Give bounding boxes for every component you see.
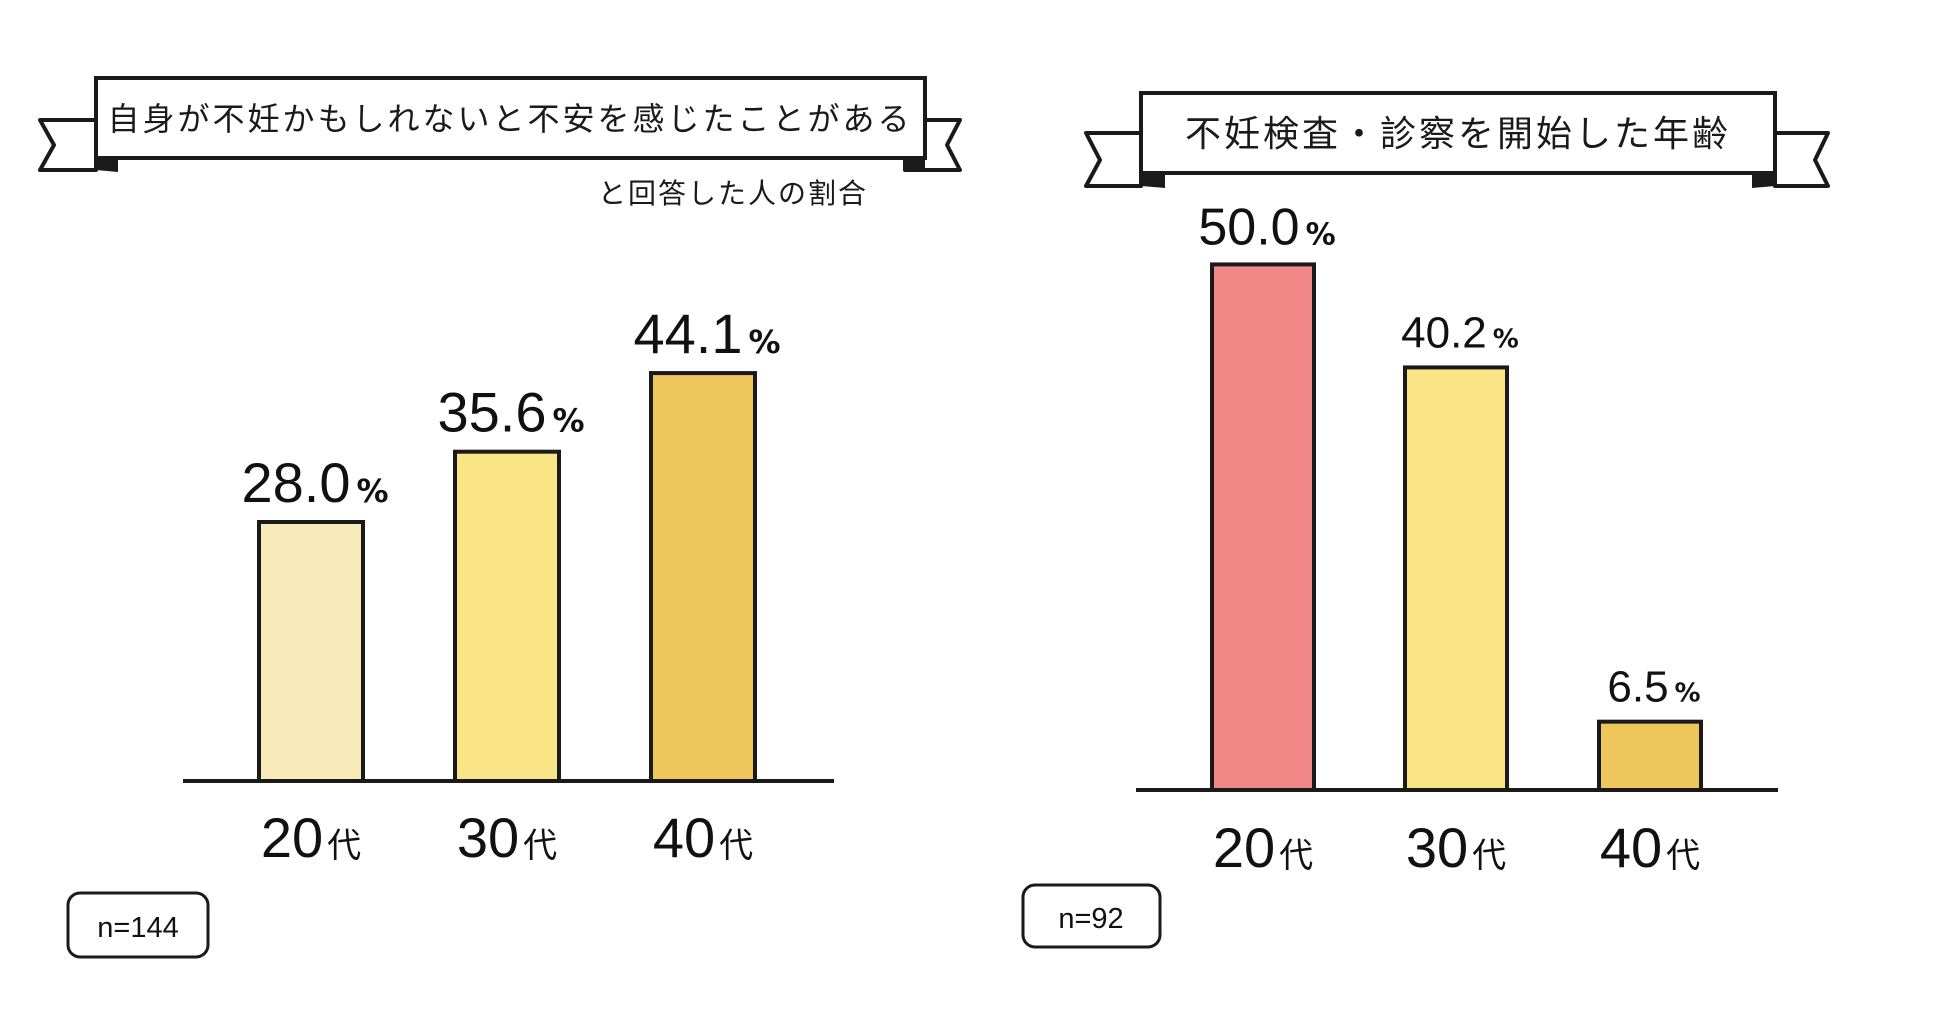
right-bar-30s xyxy=(1403,365,1509,792)
left-category-label-40s: 40 代 xyxy=(653,806,753,869)
left-category-label-30s: 30 代 xyxy=(457,806,557,869)
right-bar-20s xyxy=(1210,262,1316,793)
right-ribbon-tail-right xyxy=(1773,131,1830,188)
left-title-ribbon: 自身が不妊かもしれないと不安を感じたことがある xyxy=(38,76,962,172)
left-value-label-20s: 28.0% xyxy=(241,451,388,514)
left-category-label-20s: 20 代 xyxy=(261,806,361,869)
left-ribbon-tail-left xyxy=(38,118,98,172)
left-chart-subtitle: と回答した人の割合 xyxy=(598,177,868,210)
right-bar-40s xyxy=(1597,719,1703,793)
right-chart-title: 不妊検査・診察を開始した年齢 xyxy=(1185,114,1731,155)
left-chart-panel: 自身が不妊かもしれないと不安を感じたことがある と回答した人の割合 28.0 %2… xyxy=(38,76,962,959)
right-category-label-40s: 40 代 xyxy=(1600,816,1700,879)
left-value-label-40s: 44.1% xyxy=(633,302,780,365)
left-bar-40s xyxy=(649,371,757,783)
right-value-label-30s: 40.2% xyxy=(1401,308,1519,357)
right-sample-size-text: n=92 xyxy=(1058,903,1123,935)
left-chart-title: 自身が不妊かもしれないと不安を感じたことがある xyxy=(107,100,912,138)
right-chart-panel: 不妊検査・診察を開始した年齢 50.0 % 20 代 40.2 % 30 代 6.5 % 40 代 n… xyxy=(1021,91,1830,949)
right-title-ribbon: 不妊検査・診察を開始した年齢 xyxy=(1084,91,1830,188)
left-value-label-30s: 35.6% xyxy=(437,381,584,444)
right-ribbon-band xyxy=(1139,91,1777,175)
right-ribbon-tail-left xyxy=(1084,131,1143,188)
left-ribbon-band xyxy=(94,76,927,160)
left-bar-20s xyxy=(257,520,365,783)
right-sample-size-badge: n=92 xyxy=(1021,883,1162,949)
right-category-label-30s: 30 代 xyxy=(1406,816,1506,879)
left-bar-group: 28.0 % 20 代 35.6 % 30 代 44.1 % 40 代 xyxy=(241,302,780,869)
right-bar-group: 50.0 % 20 代 40.2 % 30 代 6.5 % 40 代 xyxy=(1198,198,1703,879)
left-sample-size-text: n=144 xyxy=(97,912,178,944)
right-value-label-40s: 6.5% xyxy=(1607,663,1700,712)
right-category-label-20s: 20 代 xyxy=(1213,816,1313,879)
left-bar-30s xyxy=(453,449,561,783)
left-sample-size-badge: n=144 xyxy=(66,891,210,959)
right-value-label-20s: 50.0% xyxy=(1198,198,1335,256)
